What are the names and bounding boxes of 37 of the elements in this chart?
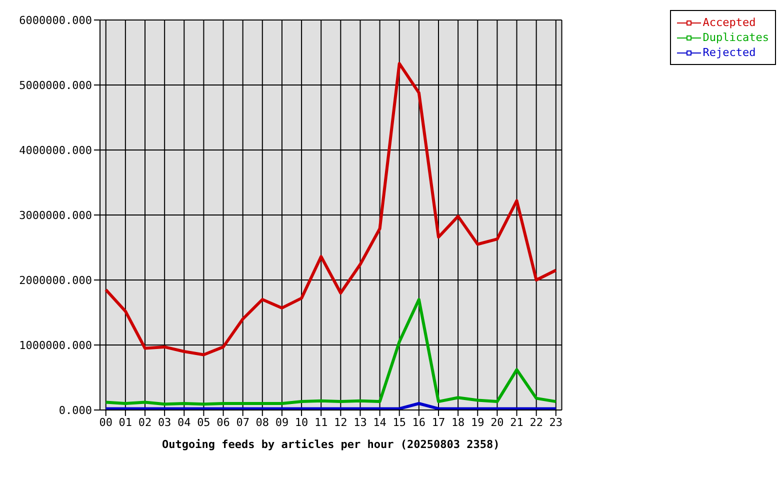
y-tick-label: 2000000.000 [19, 274, 92, 287]
y-tick-label: 1000000.000 [19, 338, 92, 352]
x-tick-label: 16 [412, 416, 426, 429]
x-tick-label: 07 [236, 416, 250, 429]
x-tick-label: 00 [99, 416, 112, 429]
x-tick-label: 08 [256, 416, 270, 429]
x-tick-label: 21 [510, 416, 524, 429]
legend-label: Accepted [702, 15, 756, 30]
x-tick-label: 20 [490, 416, 504, 429]
legend-label: Duplicates [702, 30, 769, 45]
y-tick-label: 6000000.000 [19, 14, 92, 27]
x-tick-label: 14 [373, 416, 387, 429]
x-tick-label: 12 [334, 416, 348, 429]
x-tick-label: 10 [294, 416, 308, 429]
x-tick-label: 11 [314, 416, 328, 429]
x-tick-label: 06 [216, 416, 230, 429]
x-tick-label: 03 [158, 416, 172, 429]
x-axis-title: Outgoing feeds by articles per hour (20250803 2358) [162, 438, 500, 451]
x-tick-label: 23 [549, 416, 563, 429]
x-tick-label: 02 [138, 416, 152, 429]
x-tick-label: 19 [471, 416, 484, 429]
x-tick-label: 22 [530, 416, 543, 429]
x-tick-label: 15 [392, 416, 406, 429]
y-tick-label: 0.000 [58, 404, 92, 417]
x-tick-label: 17 [432, 416, 446, 429]
y-tick-label: 3000000.000 [19, 208, 92, 222]
x-tick-label: 18 [451, 416, 465, 429]
y-tick-label: 4000000.000 [19, 144, 92, 157]
x-tick-label: 13 [354, 416, 367, 429]
y-tick-label: 5000000.000 [19, 78, 92, 92]
x-tick-label: 09 [275, 416, 289, 429]
x-tick-label: 04 [178, 416, 192, 429]
line-series [104, 62, 558, 356]
line-series [104, 298, 558, 406]
legend-label: Rejected [702, 45, 756, 60]
x-tick-label: 01 [118, 416, 132, 429]
x-tick-label: 05 [197, 416, 210, 429]
